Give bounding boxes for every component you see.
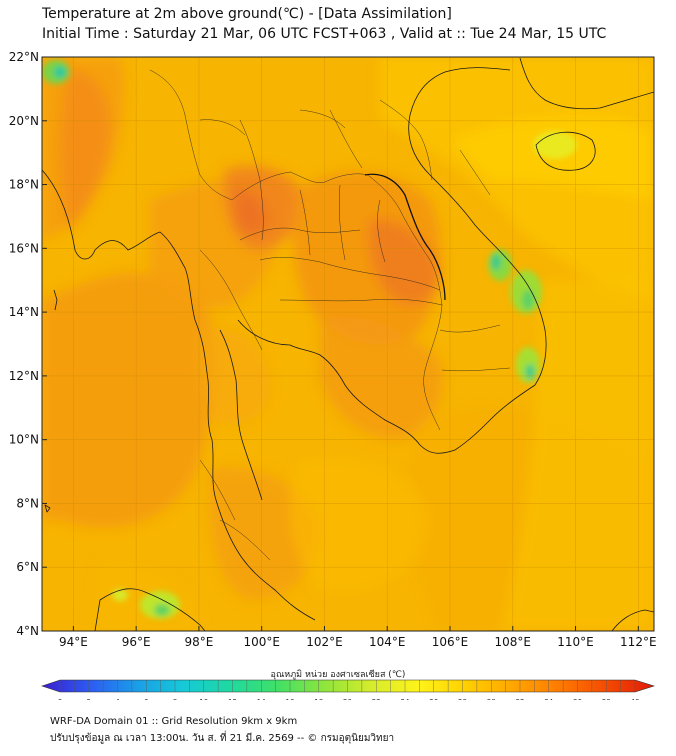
mekong-border — [364, 173, 446, 301]
lat-tick-label: 6°N — [16, 560, 39, 574]
lon-tick-label: 110°E — [557, 635, 594, 649]
plot-frame — [41, 56, 655, 632]
colorbar-tick-label: 24 — [401, 698, 410, 700]
colorbar-tick-label: 22 — [372, 698, 381, 700]
colorbar-tick-label: 0 — [58, 698, 62, 700]
lat-tick-label: 14°N — [9, 305, 39, 319]
temperature-map: 22°N 20°N 18°N 16°N 14°N 12°N 10°N 8°N 6°N 4°N 94… — [9, 50, 657, 706]
lat-tick-label: 18°N — [9, 178, 39, 192]
map-panel: 22°N 20°N 18°N 16°N 14°N 12°N 10°N 8°N 6°N 4°N 94… — [9, 50, 657, 706]
colorbar-tick-label: 26 — [429, 698, 438, 700]
colorbar-tick-label: 38 — [602, 698, 611, 700]
latitude-labels: 22°N 20°N 18°N 16°N 14°N 12°N 10°N 8°N 6°N 4°N — [9, 50, 47, 638]
colorbar: 0246810121416182022242628303234363840 — [41, 679, 655, 706]
colorbar-tick-label: 8 — [173, 698, 177, 700]
colorbar-tick-label: 18 — [314, 698, 323, 700]
colorbar-bar — [41, 679, 655, 693]
chart-title: Temperature at 2m above ground(℃) - [Dat… — [42, 6, 452, 22]
lon-tick-label: 106°E — [432, 635, 469, 649]
lon-tick-label: 94°E — [59, 635, 88, 649]
lat-tick-label: 20°N — [9, 114, 39, 128]
colorbar-tick-label: 6 — [144, 698, 149, 700]
lon-tick-label: 102°E — [306, 635, 343, 649]
lon-tick-label: 104°E — [369, 635, 406, 649]
lat-tick-label: 22°N — [9, 50, 39, 64]
colorbar-tick-label: 40 — [631, 698, 640, 700]
lon-tick-label: 112°E — [620, 635, 657, 649]
colorbar-tick-label: 30 — [487, 698, 496, 700]
lon-tick-label: 108°E — [495, 635, 532, 649]
admin-borders — [149, 69, 511, 561]
colorbar-tick-label: 28 — [458, 698, 467, 700]
lat-tick-label: 10°N — [9, 433, 39, 447]
lat-tick-label: 16°N — [9, 241, 39, 255]
colorbar-tick-label: 20 — [343, 698, 352, 700]
footer-update-info: ปรับปรุงข้อมูล ณ เวลา 13:00น. วัน ส. ที่… — [50, 733, 395, 744]
colorbar-label: อุณหภูมิ หน่วย องศาเซลเซียส (℃) — [270, 670, 406, 680]
lon-tick-label: 98°E — [184, 635, 213, 649]
footer-model-info: WRF-DA Domain 01 :: Grid Resolution 9km … — [50, 716, 298, 727]
colorbar-tick-label: 10 — [199, 698, 208, 700]
colorbar-tick-label: 4 — [115, 698, 120, 700]
lat-tick-label: 8°N — [16, 496, 39, 510]
colorbar-tick-label: 34 — [544, 698, 553, 700]
colorbar-tick-label: 36 — [573, 698, 582, 700]
plot-area — [42, 57, 654, 631]
lon-tick-label: 100°E — [243, 635, 280, 649]
chart-subtitle: Initial Time : Saturday 21 Mar, 06 UTC F… — [42, 26, 607, 42]
colorbar-tick-label: 16 — [286, 698, 295, 700]
colorbar-tick-label: 12 — [228, 698, 237, 700]
colorbar-tick-label: 2 — [87, 698, 91, 700]
lon-tick-label: 96°E — [122, 635, 151, 649]
coastlines — [42, 57, 654, 631]
graticule — [42, 57, 654, 631]
longitude-labels: 94°E 96°E 98°E 100°E 102°E 104°E 106°E 108°E 110… — [59, 626, 657, 649]
lat-tick-label: 12°N — [9, 369, 39, 383]
lat-tick-label: 4°N — [16, 624, 39, 638]
colorbar-tick-label: 32 — [516, 698, 525, 700]
colorbar-tick-label: 14 — [257, 698, 266, 700]
